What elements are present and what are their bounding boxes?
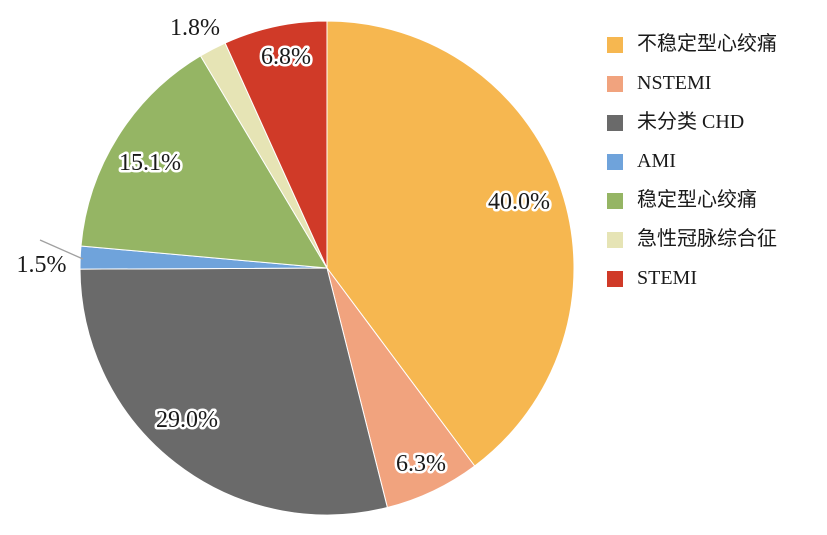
legend-item: 不稳定型心绞痛 bbox=[607, 33, 777, 56]
legend-label: 未分类 CHD bbox=[637, 111, 745, 133]
pie-slice bbox=[326, 20, 575, 467]
slice-percent-label: 6.3% bbox=[396, 451, 446, 477]
slice-percent-label: 15.1% bbox=[119, 150, 181, 176]
legend-label: AMI bbox=[637, 150, 676, 172]
slice-percent-label: 29.0% bbox=[156, 407, 218, 433]
pie-slice bbox=[79, 267, 388, 516]
legend-swatch bbox=[607, 36, 623, 53]
legend-swatch bbox=[607, 114, 623, 131]
legend-item: AMI bbox=[607, 150, 777, 173]
legend-label: 稳定型心绞痛 bbox=[637, 189, 757, 211]
pie-slice bbox=[224, 20, 328, 269]
legend-swatch bbox=[607, 270, 623, 287]
legend-item: NSTEMI bbox=[607, 72, 777, 95]
pie-slice bbox=[80, 55, 328, 269]
slice-percent-label: 1.5% bbox=[17, 252, 67, 278]
leader-line bbox=[39, 239, 84, 260]
legend-swatch bbox=[607, 153, 623, 170]
legend-item: STEMI bbox=[607, 267, 777, 290]
legend-item: 急性冠脉综合征 bbox=[607, 228, 777, 251]
legend-swatch bbox=[607, 192, 623, 209]
slice-percent-label: 1.8% bbox=[170, 15, 220, 41]
legend-label: 不稳定型心绞痛 bbox=[637, 33, 777, 55]
slice-percent-label: 40.0% bbox=[488, 189, 550, 215]
legend-label: 急性冠脉综合征 bbox=[637, 228, 777, 250]
slice-percent-label: 6.8% bbox=[261, 44, 311, 70]
legend-item: 稳定型心绞痛 bbox=[607, 189, 777, 212]
legend-item: 未分类 CHD bbox=[607, 111, 777, 134]
legend-label: STEMI bbox=[637, 267, 697, 289]
legend-swatch bbox=[607, 75, 623, 92]
legend-swatch bbox=[607, 231, 623, 248]
legend-label: NSTEMI bbox=[637, 72, 712, 94]
chart-legend: 不稳定型心绞痛 NSTEMI 未分类 CHD AMI 稳定型心绞痛 急性冠脉综合征 STEM… bbox=[607, 33, 777, 290]
